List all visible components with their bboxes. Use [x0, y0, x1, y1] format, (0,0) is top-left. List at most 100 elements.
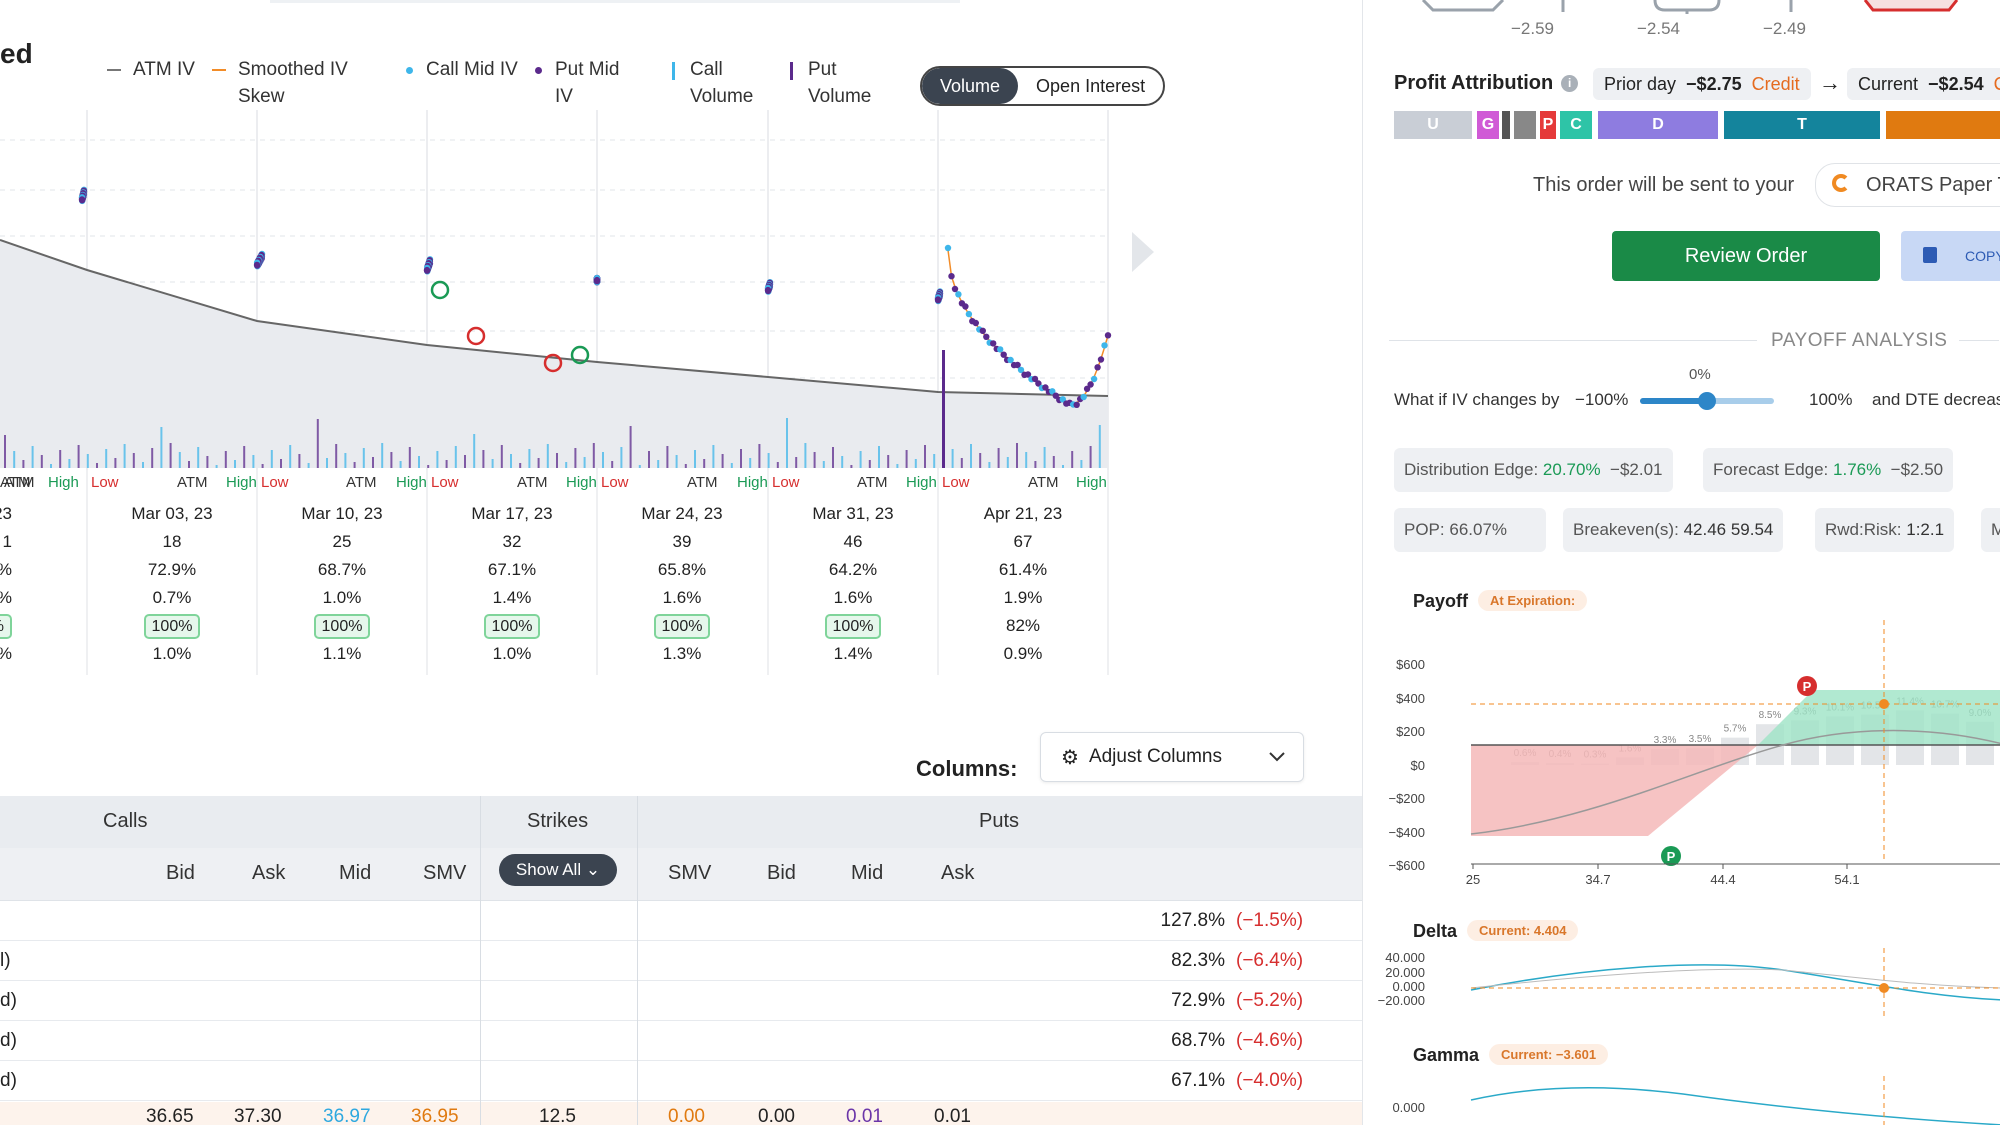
exp-r4: 1.0%: [152, 644, 192, 663]
calls-header: Calls: [103, 810, 148, 832]
volume-bar: [372, 457, 374, 468]
attribution-segment-8[interactable]: [1886, 111, 2000, 139]
at-expiration-chip[interactable]: At Expiration:: [1478, 590, 1588, 611]
attribution-segment-4[interactable]: P: [1540, 111, 1556, 139]
exp-r4: 1%: [0, 640, 12, 668]
expiration-column[interactable]: Mar 24, 23 39 65.8% 1.6% 100% 1.3%: [622, 500, 742, 668]
attribution-segment-6[interactable]: D: [1598, 111, 1718, 139]
attribution-segment-3[interactable]: [1514, 111, 1536, 139]
adjust-columns-dropdown[interactable]: ⚙ Adjust Columns: [1040, 732, 1304, 782]
volume-bar: [537, 458, 540, 468]
call-ask-header[interactable]: Ask: [252, 862, 286, 884]
broker-select[interactable]: ORATS Paper T: [1815, 163, 2000, 207]
gamma-y-tick: 0.000: [1392, 1100, 1425, 1115]
call-smv-header[interactable]: SMV: [423, 862, 467, 884]
put-mid-iv-point: [983, 333, 990, 340]
payoff-y-tick: −$600: [1388, 858, 1425, 873]
tick-high: High: [566, 474, 597, 491]
table-row[interactable]: l) 82.3% (−6.4%): [0, 940, 1362, 981]
exp-iv: 64.2%: [828, 560, 878, 579]
legend-item-0[interactable]: ATM IV: [107, 56, 215, 83]
pop-stat: POP: 66.07%: [1394, 508, 1546, 552]
volume-bar: [344, 453, 347, 468]
expiration-column[interactable]: Mar 03, 23 18 72.9% 0.7% 100% 1.0%: [112, 500, 232, 668]
volume-bar: [960, 458, 963, 468]
volume-bar: [841, 456, 844, 468]
expiration-column[interactable]: Apr 21, 23 67 61.4% 1.9% 82% 0.9%: [963, 500, 1083, 668]
profit-marker-label: P: [1803, 679, 1812, 694]
expiration-column[interactable]: 24, 2313%3%0%1%: [0, 500, 12, 668]
profit-marker: [1797, 676, 1817, 696]
expiration-column[interactable]: Mar 31, 23 46 64.2% 1.6% 100% 1.4%: [793, 500, 913, 668]
expiration-column[interactable]: Mar 10, 23 25 68.7% 1.0% 100% 1.1%: [282, 500, 402, 668]
legend-item-5[interactable]: Put Volume: [790, 56, 898, 110]
volume-oi-toggle[interactable]: Volume Open Interest: [920, 66, 1166, 106]
volume-bar: [712, 445, 715, 468]
call-bid-header[interactable]: Bid: [166, 862, 195, 884]
volume-bar: [353, 462, 356, 468]
volume-bar: [40, 455, 43, 468]
legend-item-3[interactable]: Put Mid IV: [535, 56, 635, 110]
probability-label: 3.5%: [1689, 734, 1712, 745]
smoothed-skew-line: [947, 249, 1109, 406]
adjust-columns-label: Adjust Columns: [1088, 746, 1222, 767]
attribution-segment-2[interactable]: [1502, 111, 1510, 139]
volume-bar: [813, 452, 816, 468]
put-mid-header[interactable]: Mid: [851, 862, 884, 884]
put-mid-iv-point: [1042, 384, 1049, 391]
selected-leg-marker: [466, 326, 486, 346]
divider: [637, 796, 638, 1125]
cell-put-smv: 0.00: [668, 1106, 705, 1127]
probability-badge: 100%: [143, 614, 201, 639]
call-mid-header[interactable]: Mid: [339, 862, 372, 884]
exp-date: Mar 31, 23: [812, 504, 894, 523]
attribution-segment-7[interactable]: T: [1724, 111, 1880, 139]
legend-item-1[interactable]: Smoothed IV Skew: [212, 56, 348, 110]
volume-bar: [675, 455, 678, 468]
attribution-segment-1[interactable]: G: [1477, 111, 1499, 139]
attribution-segment-0[interactable]: U: [1394, 111, 1472, 139]
review-order-button[interactable]: Review Order: [1612, 231, 1880, 281]
cell-put-ask: 0.01: [934, 1106, 971, 1127]
volume-bar: [298, 454, 301, 468]
table-row[interactable]: d) 68.7% (−4.6%): [0, 1020, 1362, 1061]
table-row[interactable]: 127.8% (−1.5%): [0, 900, 1362, 941]
exp-dte: 1: [2, 532, 12, 551]
tick-low: Low: [91, 474, 119, 491]
volume-bar: [556, 453, 558, 468]
table-row[interactable]: d) 72.9% (−5.2%): [0, 980, 1362, 1021]
copy-button[interactable]: COPY: [1901, 231, 2000, 281]
exp-prob: 0%: [0, 612, 12, 640]
legend-item-2[interactable]: Call Mid IV: [406, 56, 526, 83]
attribution-segment-5[interactable]: C: [1560, 111, 1592, 139]
put-smv-header[interactable]: SMV: [668, 862, 712, 884]
volume-bar: [896, 464, 899, 468]
call-mid-iv-point: [1049, 388, 1056, 395]
volume-bar: [730, 463, 733, 468]
volume-bar: [50, 464, 52, 468]
put-mid-iv-point: [990, 340, 997, 347]
expiration-column[interactable]: Mar 17, 23 32 67.1% 1.4% 100% 1.0%: [452, 500, 572, 668]
put-mid-iv-point: [1000, 351, 1007, 358]
payoff-y-tick: $600: [1396, 657, 1425, 672]
slider-thumb[interactable]: [1698, 392, 1716, 410]
volume-toggle-option[interactable]: Volume: [922, 68, 1019, 104]
chart-next-arrow[interactable]: [1132, 232, 1154, 272]
tick-low: Low: [942, 474, 970, 491]
put-bid-header[interactable]: Bid: [767, 862, 796, 884]
row-iv-change: (−1.5%): [1236, 910, 1304, 931]
info-icon[interactable]: i: [1561, 75, 1579, 92]
open-interest-toggle-option[interactable]: Open Interest: [1036, 76, 1146, 96]
legend-item-4[interactable]: Call Volume: [672, 56, 790, 110]
exp-r2: 0.7%: [152, 588, 192, 607]
legend-marker: [107, 69, 121, 71]
iv-change-slider[interactable]: [1640, 392, 1774, 410]
orats-logo-icon: [1832, 174, 1850, 192]
loss-region: [1471, 745, 1758, 836]
table-row[interactable]: 36.65 37.30 36.97 36.95 12.5 0.00 0.00 0…: [0, 1102, 1362, 1127]
cell-strike: 12.5: [539, 1106, 576, 1127]
put-ask-header[interactable]: Ask: [941, 862, 975, 884]
tick-high: High: [737, 474, 768, 491]
show-all-strikes-button[interactable]: Show All ⌄: [499, 854, 617, 886]
table-row[interactable]: d) 67.1% (−4.0%): [0, 1060, 1362, 1101]
